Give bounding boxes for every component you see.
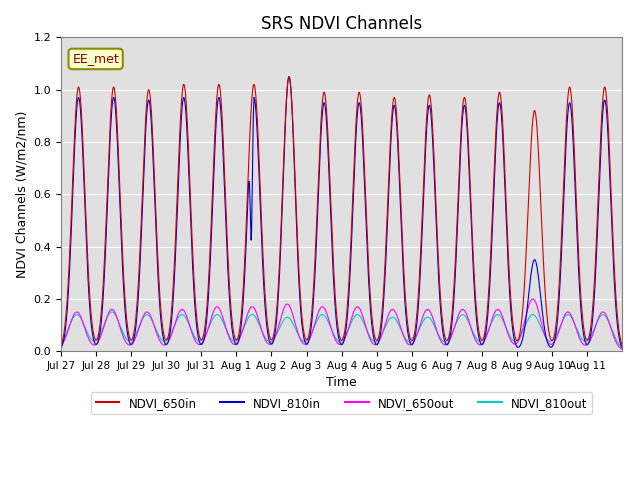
Y-axis label: NDVI Channels (W/m2/nm): NDVI Channels (W/m2/nm) (15, 110, 28, 278)
NDVI_650in (57, 343, 65, 348)
NDVI_650in (538, 222, 545, 228)
NDVI_810in (496, 100, 504, 106)
Legend: NDVI_650in, NDVI_810in, NDVI_650out, NDVI_810out: NDVI_650in, NDVI_810in, NDVI_650out, NDV… (91, 392, 593, 414)
NDVI_650in (363, 217, 371, 223)
NDVI_650in (393, 112, 401, 118)
NDVI_650in (524, 226, 531, 231)
NDVI_810in (524, 305, 531, 311)
NDVI_810out (538, 326, 545, 332)
NDVI_650in (496, 90, 504, 96)
Line: NDVI_650out: NDVI_650out (61, 299, 622, 349)
Title: SRS NDVI Channels: SRS NDVI Channels (261, 15, 422, 33)
NDVI_650in (618, 343, 626, 348)
Line: NDVI_810in: NDVI_810in (61, 77, 622, 348)
NDVI_810out (393, 318, 401, 324)
Line: NDVI_810out: NDVI_810out (61, 312, 622, 348)
NDVI_650out (393, 312, 401, 318)
NDVI_650out (524, 309, 531, 314)
NDVI_650out (529, 296, 537, 302)
NDVI_810out (57, 341, 65, 347)
NDVI_650in (285, 74, 293, 80)
X-axis label: Time: Time (326, 376, 357, 389)
NDVI_810in (57, 345, 65, 351)
NDVI_810in (363, 233, 371, 239)
NDVI_810out (496, 312, 504, 318)
NDVI_650out (618, 347, 626, 352)
Text: EE_met: EE_met (72, 52, 119, 65)
NDVI_810in (173, 206, 181, 212)
NDVI_810in (393, 121, 401, 127)
NDVI_810out (108, 309, 116, 315)
NDVI_650in (173, 190, 181, 195)
NDVI_650out (173, 313, 181, 319)
NDVI_650out (496, 308, 504, 313)
NDVI_650out (538, 322, 545, 327)
NDVI_810out (618, 345, 626, 351)
NDVI_810out (173, 316, 181, 322)
NDVI_810in (618, 345, 626, 351)
NDVI_650out (363, 326, 371, 332)
NDVI_810in (285, 74, 293, 80)
NDVI_810out (363, 326, 371, 332)
Line: NDVI_650in: NDVI_650in (61, 77, 622, 346)
NDVI_810out (524, 318, 531, 324)
NDVI_810in (538, 304, 545, 310)
NDVI_650out (57, 344, 65, 349)
